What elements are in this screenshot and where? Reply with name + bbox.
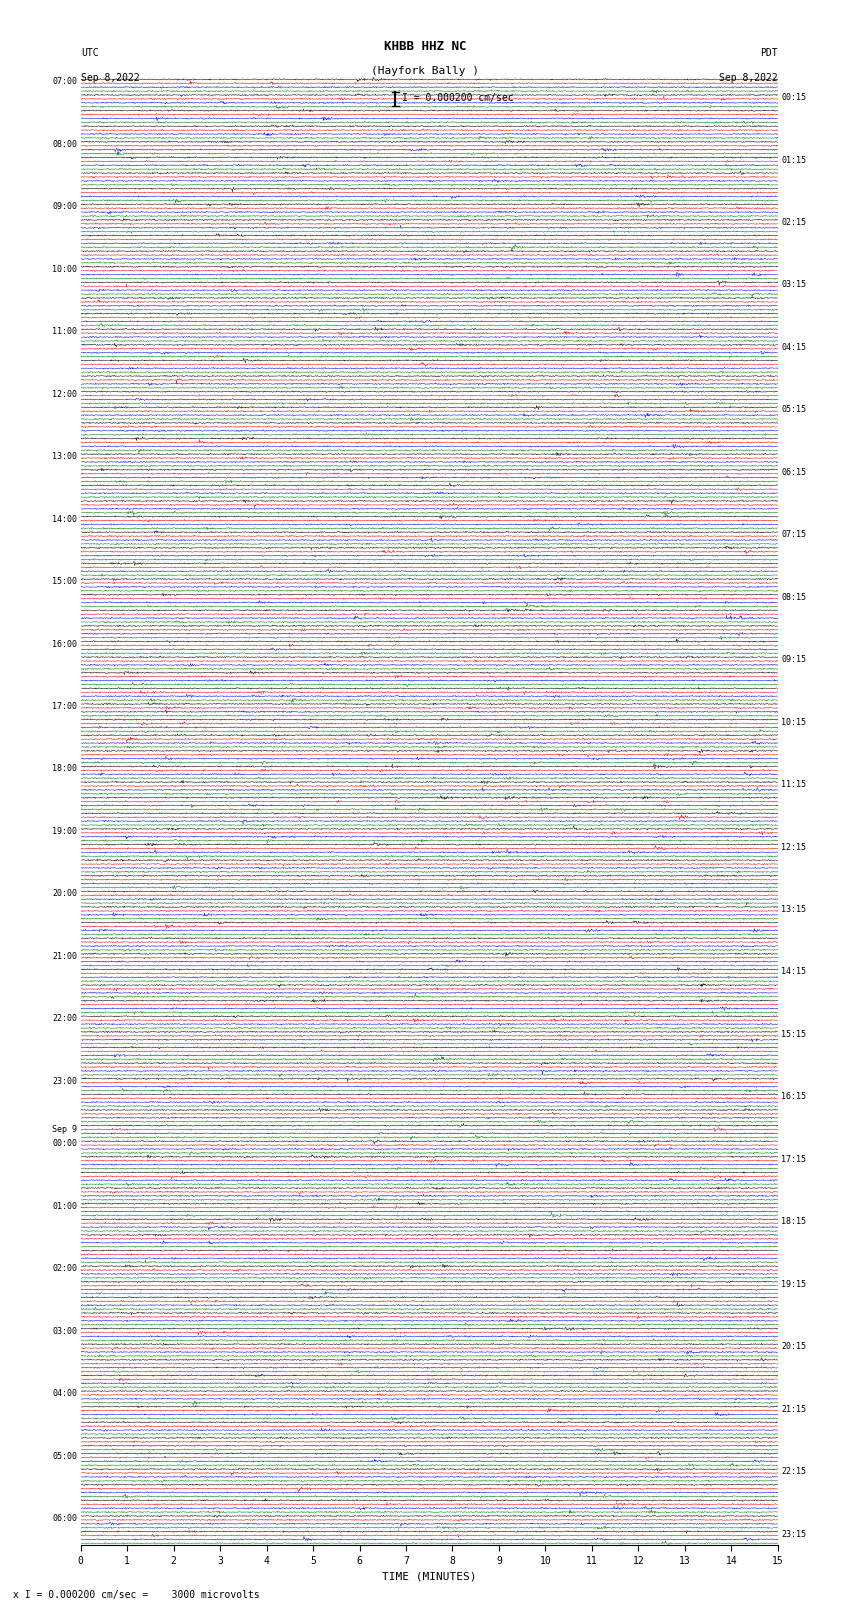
- Text: 17:15: 17:15: [781, 1155, 806, 1165]
- Text: 02:15: 02:15: [781, 218, 806, 227]
- Text: 04:15: 04:15: [781, 344, 806, 352]
- Text: 14:15: 14:15: [781, 968, 806, 976]
- Text: 20:00: 20:00: [53, 889, 77, 898]
- Text: 22:00: 22:00: [53, 1015, 77, 1023]
- Text: 01:15: 01:15: [781, 155, 806, 165]
- Text: 21:00: 21:00: [53, 952, 77, 961]
- Text: 18:00: 18:00: [53, 765, 77, 774]
- Text: (Hayfork Bally ): (Hayfork Bally ): [371, 66, 479, 76]
- Text: 19:15: 19:15: [781, 1279, 806, 1289]
- Text: 15:15: 15:15: [781, 1031, 806, 1039]
- Text: 13:00: 13:00: [53, 452, 77, 461]
- Text: 01:00: 01:00: [53, 1202, 77, 1211]
- Text: 15:00: 15:00: [53, 577, 77, 586]
- Text: 09:00: 09:00: [53, 202, 77, 211]
- Text: 00:15: 00:15: [781, 94, 806, 102]
- Text: 10:00: 10:00: [53, 265, 77, 274]
- Text: 07:15: 07:15: [781, 531, 806, 539]
- Text: 11:15: 11:15: [781, 781, 806, 789]
- Text: 12:00: 12:00: [53, 390, 77, 398]
- Text: 09:15: 09:15: [781, 655, 806, 665]
- Text: 03:00: 03:00: [53, 1326, 77, 1336]
- Text: 20:15: 20:15: [781, 1342, 806, 1352]
- Text: 02:00: 02:00: [53, 1265, 77, 1273]
- Text: 05:15: 05:15: [781, 405, 806, 415]
- Text: 03:15: 03:15: [781, 281, 806, 289]
- Text: 19:00: 19:00: [53, 827, 77, 836]
- Text: 16:15: 16:15: [781, 1092, 806, 1102]
- Text: 10:15: 10:15: [781, 718, 806, 726]
- Text: PDT: PDT: [760, 48, 778, 58]
- X-axis label: TIME (MINUTES): TIME (MINUTES): [382, 1571, 477, 1581]
- Text: 17:00: 17:00: [53, 702, 77, 711]
- Text: 14:00: 14:00: [53, 515, 77, 524]
- Text: 08:00: 08:00: [53, 140, 77, 148]
- Text: 06:00: 06:00: [53, 1515, 77, 1523]
- Text: 08:15: 08:15: [781, 592, 806, 602]
- Text: KHBB HHZ NC: KHBB HHZ NC: [383, 40, 467, 53]
- Text: 23:00: 23:00: [53, 1077, 77, 1086]
- Text: UTC: UTC: [81, 48, 99, 58]
- Text: 06:15: 06:15: [781, 468, 806, 477]
- Text: 05:00: 05:00: [53, 1452, 77, 1460]
- Text: 21:15: 21:15: [781, 1405, 806, 1413]
- Text: Sep 9: Sep 9: [53, 1126, 77, 1134]
- Text: 00:00: 00:00: [53, 1139, 77, 1148]
- Text: I = 0.000200 cm/sec: I = 0.000200 cm/sec: [402, 94, 513, 103]
- Text: Sep 8,2022: Sep 8,2022: [719, 73, 778, 82]
- Text: 23:15: 23:15: [781, 1529, 806, 1539]
- Text: 18:15: 18:15: [781, 1218, 806, 1226]
- Text: x I = 0.000200 cm/sec =    3000 microvolts: x I = 0.000200 cm/sec = 3000 microvolts: [13, 1590, 259, 1600]
- Text: 11:00: 11:00: [53, 327, 77, 336]
- Text: 16:00: 16:00: [53, 640, 77, 648]
- Text: 13:15: 13:15: [781, 905, 806, 915]
- Text: 12:15: 12:15: [781, 842, 806, 852]
- Text: 04:00: 04:00: [53, 1389, 77, 1398]
- Text: 22:15: 22:15: [781, 1468, 806, 1476]
- Text: 07:00: 07:00: [53, 77, 77, 87]
- Text: Sep 8,2022: Sep 8,2022: [81, 73, 139, 82]
